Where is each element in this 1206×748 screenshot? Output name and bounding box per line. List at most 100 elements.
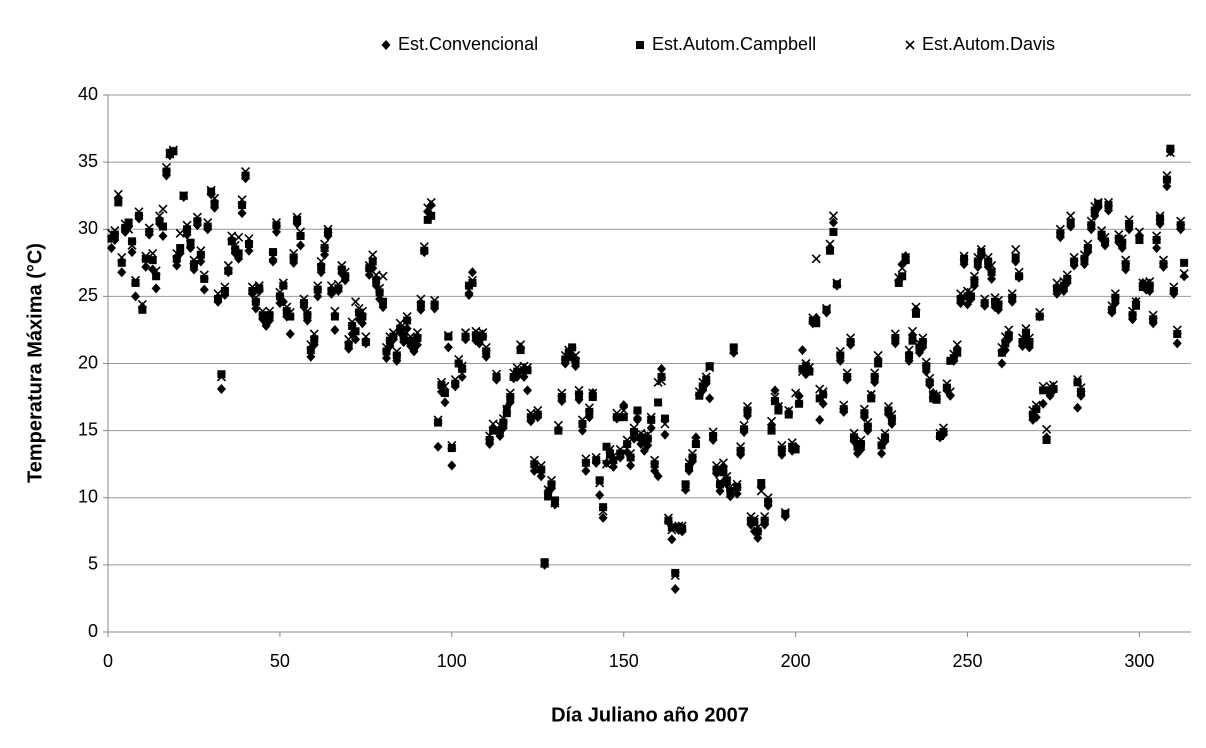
point bbox=[729, 345, 739, 355]
point bbox=[650, 455, 660, 465]
point bbox=[560, 350, 570, 361]
point bbox=[1032, 405, 1041, 414]
point bbox=[302, 306, 312, 316]
point bbox=[709, 431, 718, 440]
point bbox=[956, 295, 965, 304]
point bbox=[615, 444, 625, 454]
point bbox=[1110, 289, 1120, 299]
point bbox=[254, 281, 264, 291]
point bbox=[636, 41, 644, 49]
point bbox=[966, 292, 975, 301]
point bbox=[718, 458, 728, 468]
point bbox=[320, 244, 329, 253]
point bbox=[557, 393, 566, 402]
x-tick-label: 250 bbox=[953, 651, 983, 671]
point bbox=[890, 329, 900, 339]
point bbox=[592, 456, 601, 465]
point bbox=[1083, 239, 1093, 249]
point bbox=[505, 388, 515, 398]
point bbox=[750, 517, 759, 526]
point bbox=[381, 342, 392, 352]
point bbox=[687, 448, 698, 459]
point bbox=[320, 249, 330, 260]
point bbox=[897, 263, 907, 273]
point bbox=[516, 346, 525, 355]
point bbox=[168, 145, 178, 155]
point bbox=[216, 372, 227, 382]
point bbox=[1172, 325, 1182, 335]
point bbox=[217, 370, 226, 379]
point bbox=[313, 281, 323, 291]
point bbox=[138, 305, 147, 314]
point bbox=[922, 362, 931, 371]
point bbox=[488, 419, 498, 429]
point bbox=[863, 418, 873, 428]
point bbox=[595, 476, 604, 485]
point bbox=[1134, 227, 1144, 237]
point bbox=[770, 392, 780, 402]
point bbox=[815, 414, 825, 425]
point bbox=[653, 471, 663, 482]
point bbox=[537, 465, 546, 474]
point bbox=[533, 405, 543, 416]
point bbox=[1148, 310, 1158, 320]
point bbox=[196, 256, 206, 267]
legend-label: Est.Autom.Campbell bbox=[652, 34, 816, 54]
point bbox=[371, 270, 381, 280]
point bbox=[251, 303, 261, 314]
point bbox=[120, 219, 130, 229]
point bbox=[1128, 311, 1137, 320]
point bbox=[698, 377, 708, 387]
point bbox=[588, 388, 598, 398]
point bbox=[846, 338, 855, 347]
point bbox=[1165, 148, 1175, 158]
point bbox=[1021, 324, 1031, 334]
point bbox=[619, 405, 629, 416]
point bbox=[1101, 237, 1110, 246]
point bbox=[379, 297, 388, 306]
point bbox=[1173, 329, 1182, 338]
point bbox=[918, 333, 928, 343]
point bbox=[753, 533, 763, 544]
point bbox=[529, 455, 539, 465]
point bbox=[818, 387, 828, 397]
point bbox=[1100, 232, 1110, 242]
point bbox=[495, 426, 504, 435]
point bbox=[317, 262, 326, 271]
point bbox=[777, 445, 786, 454]
point bbox=[960, 254, 969, 263]
point bbox=[354, 308, 363, 317]
point bbox=[382, 347, 391, 356]
point bbox=[389, 332, 398, 341]
point bbox=[1131, 301, 1140, 310]
point bbox=[781, 509, 790, 518]
point bbox=[561, 355, 570, 364]
point bbox=[296, 231, 305, 240]
point bbox=[159, 222, 168, 231]
point bbox=[1152, 243, 1162, 254]
point bbox=[1179, 271, 1189, 282]
point bbox=[364, 269, 374, 280]
point bbox=[694, 387, 704, 397]
point bbox=[915, 343, 924, 352]
point bbox=[203, 217, 213, 228]
point bbox=[939, 427, 948, 436]
point bbox=[275, 287, 285, 297]
point bbox=[987, 260, 997, 271]
point bbox=[546, 475, 557, 485]
point bbox=[801, 362, 810, 371]
point bbox=[440, 397, 450, 408]
x-tick-label: 50 bbox=[270, 651, 290, 671]
point bbox=[846, 333, 856, 343]
point bbox=[729, 343, 738, 352]
point bbox=[275, 292, 284, 301]
point bbox=[1014, 267, 1024, 277]
point bbox=[791, 445, 800, 454]
point bbox=[172, 260, 182, 271]
point bbox=[626, 448, 636, 459]
point bbox=[575, 390, 584, 399]
point bbox=[381, 353, 391, 364]
point bbox=[358, 312, 367, 321]
point bbox=[244, 240, 253, 249]
point bbox=[526, 408, 536, 418]
